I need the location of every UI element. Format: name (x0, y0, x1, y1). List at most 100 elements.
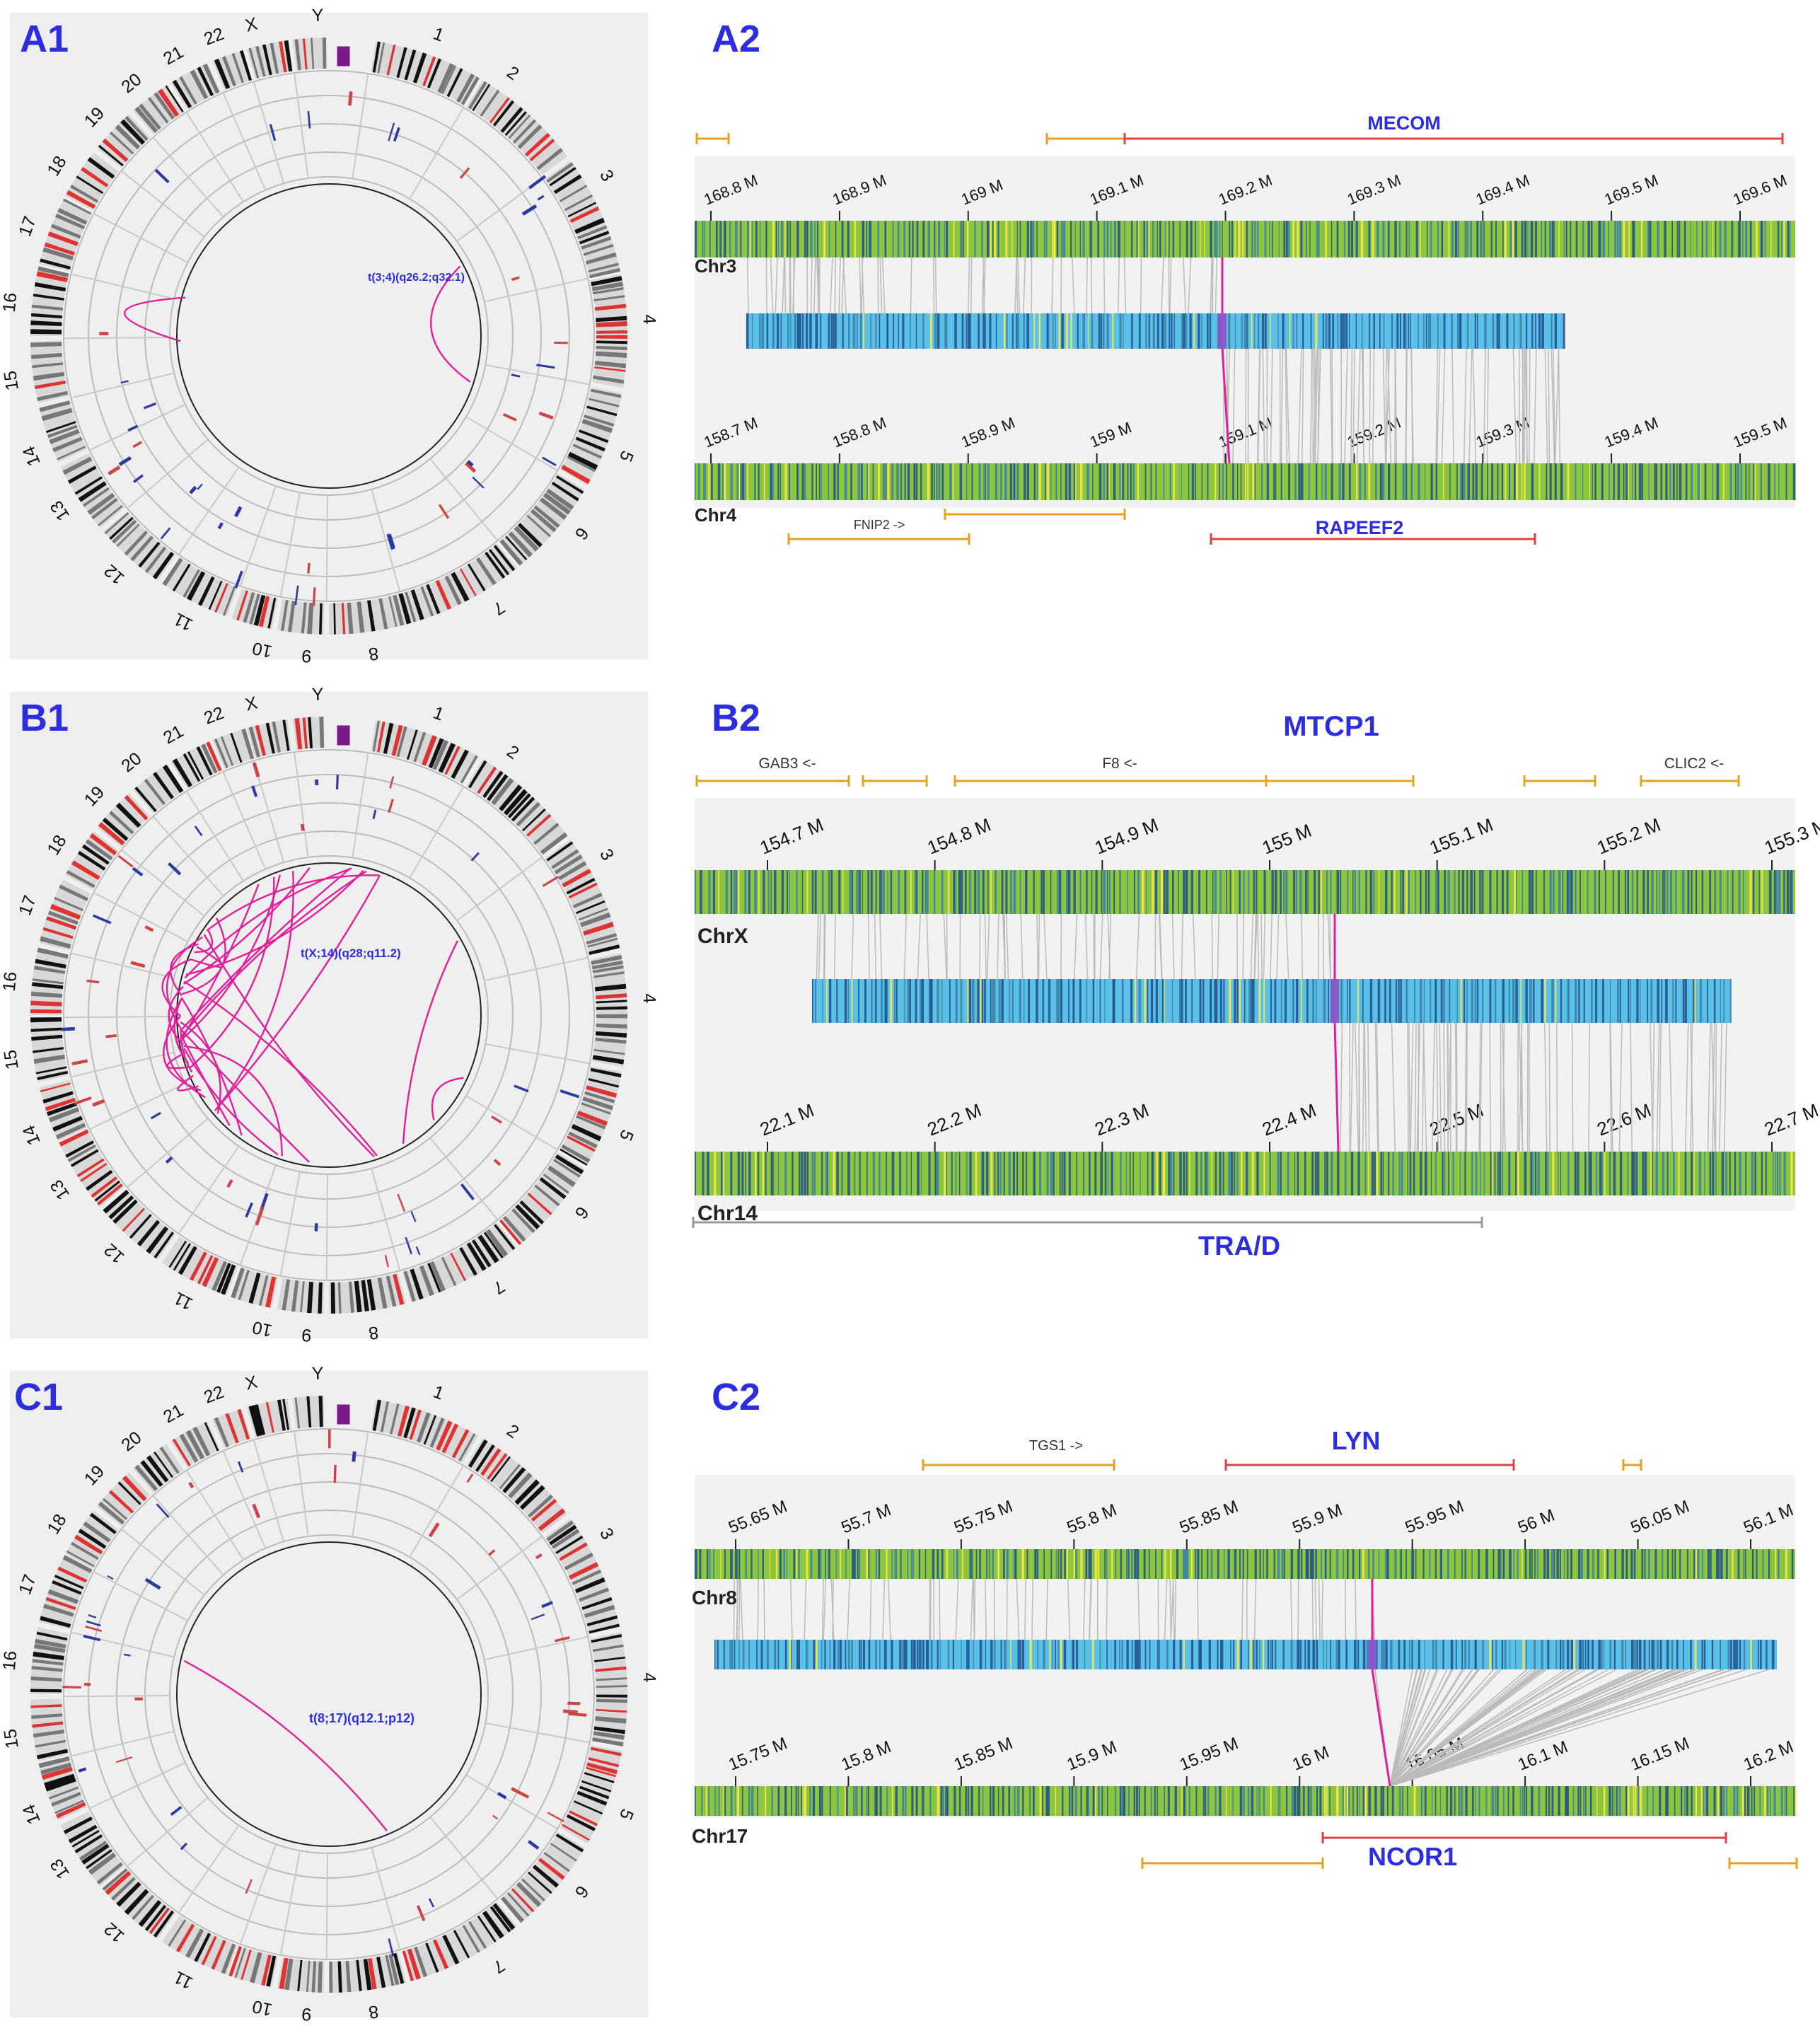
sequence-band (1239, 870, 1241, 914)
ideogram-band (165, 85, 184, 112)
chromosome-ideogram (500, 1831, 585, 1923)
sequence-band (1442, 1640, 1444, 1669)
sequence-band (1264, 221, 1267, 257)
ideogram-band (472, 83, 491, 112)
ideogram-band (584, 415, 615, 427)
sequence-band (925, 870, 927, 914)
sequence-band (1502, 1549, 1505, 1579)
sequence-band (867, 870, 869, 914)
sequence-band (904, 463, 906, 500)
sequence-band (1164, 221, 1166, 257)
sequence-band (1036, 979, 1038, 1023)
translocation-link (429, 265, 471, 383)
sequence-band (1057, 979, 1060, 1023)
sequence-band (1070, 313, 1072, 349)
panel-label-b1: B1 (20, 697, 69, 739)
sequence-band (987, 463, 990, 500)
alignment-line (934, 257, 937, 314)
sequence-band (729, 221, 731, 257)
cnv-marker (542, 876, 560, 887)
ideogram-band (182, 569, 200, 598)
sequence-band (1621, 1549, 1624, 1579)
sequence-band (1578, 1549, 1581, 1579)
sequence-band (1633, 221, 1635, 257)
sequence-band (1373, 870, 1375, 914)
sequence-band (1183, 870, 1186, 914)
sequence-band (1069, 1786, 1071, 1816)
sequence-band (1259, 1549, 1261, 1579)
alignment-line (770, 257, 774, 314)
sequence-band (1621, 1640, 1624, 1669)
sequence-band (1738, 1152, 1741, 1195)
ideogram-band (78, 481, 107, 502)
sequence-band (1402, 870, 1404, 914)
sequence-band (866, 1786, 867, 1816)
sequence-band (795, 1786, 797, 1816)
sequence-band (1471, 1152, 1473, 1195)
sequence-band (1106, 1549, 1108, 1579)
sequence-band (1119, 313, 1122, 349)
sequence-band (1657, 1640, 1659, 1669)
sequence-band (1606, 1549, 1609, 1579)
sequence-band (799, 313, 801, 349)
ideogram-band (591, 955, 622, 966)
sequence-band (1574, 979, 1577, 1023)
cnv-marker (86, 979, 100, 984)
alignment-line (1188, 257, 1192, 314)
sequence-band (1544, 221, 1546, 257)
ideogram-band (499, 1219, 522, 1246)
ideogram-band (511, 1208, 535, 1234)
ideogram-band (577, 225, 608, 240)
sequence-band (902, 313, 905, 349)
sequence-band (1274, 870, 1277, 914)
sequence-band (1594, 463, 1596, 500)
sequence-band (941, 463, 944, 500)
alignment-line (823, 1578, 827, 1640)
sequence-band (886, 1786, 888, 1816)
sequence-band (1504, 221, 1507, 257)
cnv-marker (389, 776, 395, 789)
sequence-band (1386, 1549, 1389, 1579)
chromosome-ideogram (97, 114, 151, 168)
sequence-band (1053, 221, 1056, 257)
ideogram-band (52, 436, 83, 453)
sequence-band (1691, 463, 1693, 500)
sequence-band (1474, 313, 1477, 349)
ideogram-band (508, 115, 531, 139)
sequence-band (1251, 979, 1253, 1023)
sequence-band (1364, 1786, 1367, 1816)
sequence-band (828, 463, 830, 500)
sequence-band (821, 870, 824, 914)
sequence-band (1575, 221, 1578, 257)
alignment-line (1548, 1022, 1551, 1152)
chromosome-label-9: 9 (301, 646, 312, 666)
sequence-band (978, 463, 981, 500)
chromosome-ideogram (97, 1472, 151, 1527)
alignment-line (804, 1578, 807, 1640)
sequence-band (1222, 1152, 1224, 1195)
ideogram-band (393, 1273, 405, 1305)
sequence-band (852, 870, 853, 914)
sequence-band (1150, 979, 1154, 1023)
sequence-band (868, 1549, 870, 1579)
sequence-band (736, 870, 738, 914)
sequence-band (1789, 221, 1791, 257)
sequence-band (1048, 313, 1050, 349)
sequence-band (862, 1640, 865, 1669)
sequence-band (1589, 1786, 1592, 1816)
sequence-band (1193, 313, 1195, 349)
cnv-marker (386, 533, 395, 550)
ideogram-band (590, 388, 622, 398)
alignment-line (1389, 1669, 1413, 1787)
track-separator (178, 1824, 240, 1913)
sequence-band (1584, 1786, 1587, 1816)
sequence-band (997, 221, 999, 257)
sequence-band (1297, 1549, 1300, 1579)
sequence-band (1318, 221, 1320, 257)
track-separator (429, 1137, 499, 1220)
sequence-band (1137, 221, 1140, 257)
sequence-band (1358, 870, 1360, 914)
sequence-band (1217, 313, 1219, 349)
sequence-band (934, 221, 936, 257)
sequence-band (1524, 221, 1527, 257)
